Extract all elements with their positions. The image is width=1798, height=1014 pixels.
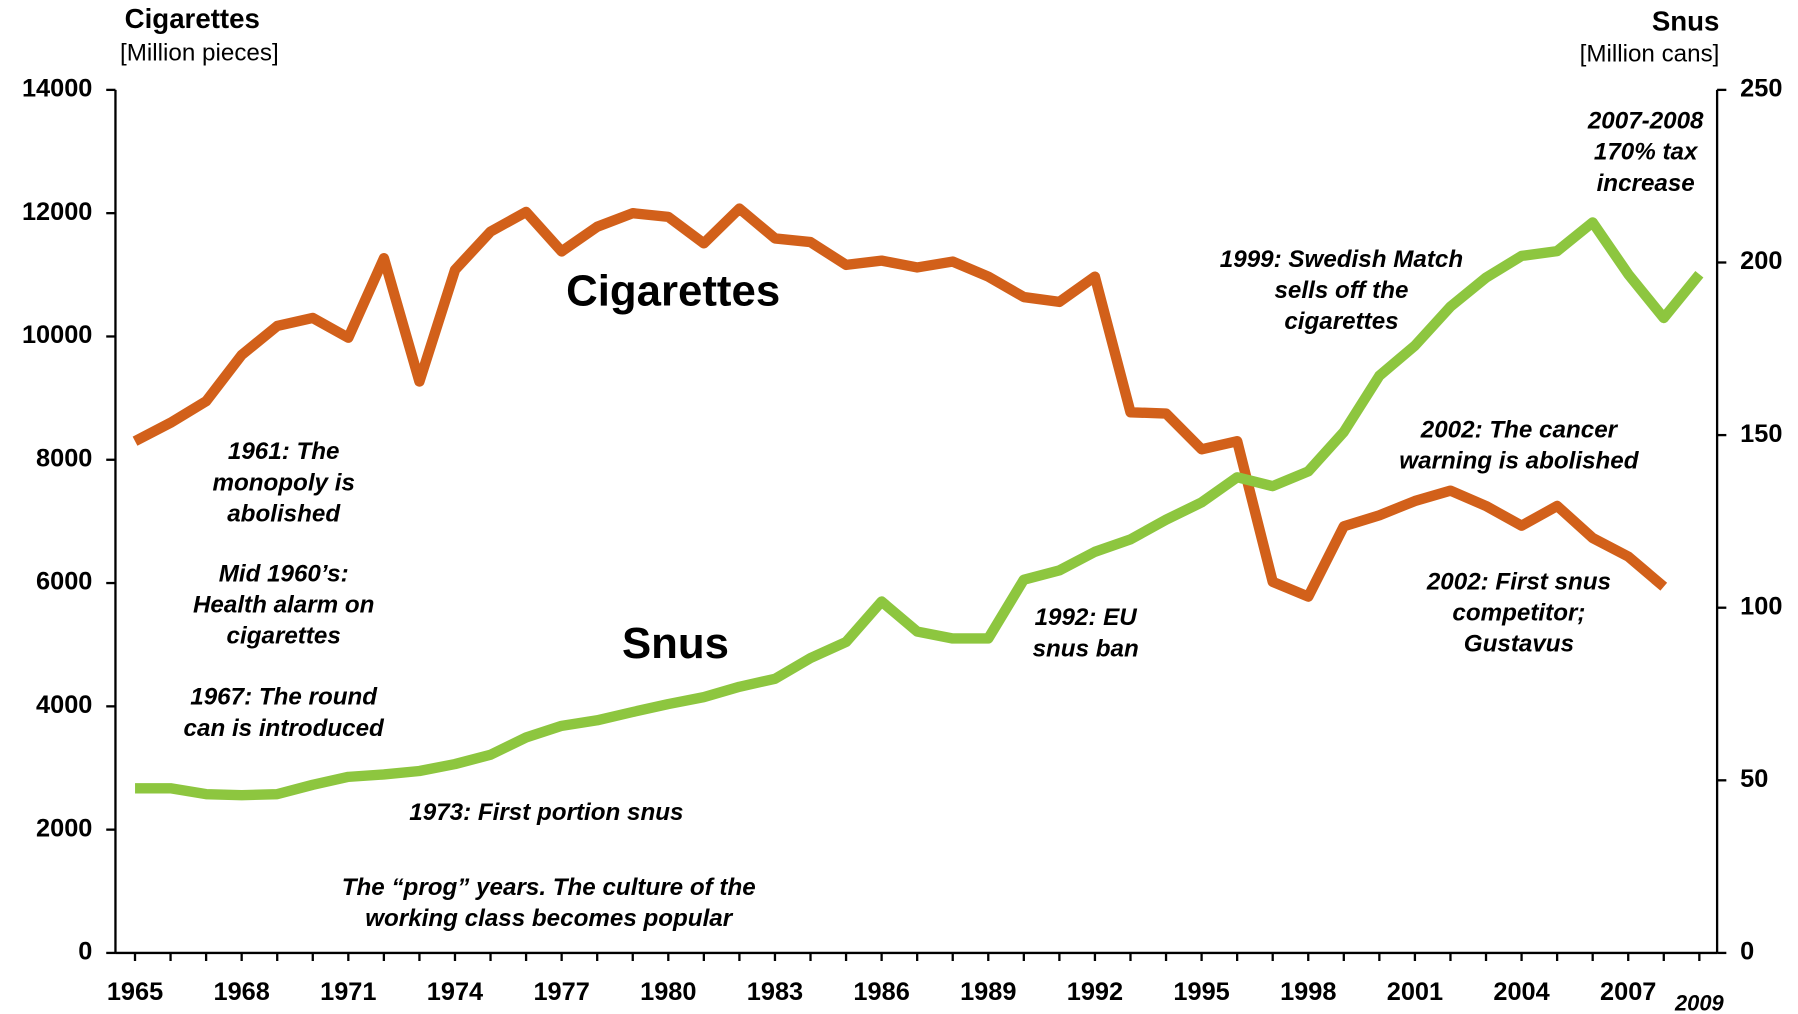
annotation: 1973: First portion snus <box>409 799 683 826</box>
x-tick-label: 1974 <box>427 978 483 1006</box>
x-tick-label: 1998 <box>1280 978 1336 1006</box>
y2-axis-subtitle: [Million cans] <box>1580 41 1720 68</box>
annotation: 1961: The monopoly is abolished <box>212 438 354 527</box>
x-tick-label: 1968 <box>213 978 269 1006</box>
annotation: The “prog” years. The culture of the work… <box>342 874 756 932</box>
x-tick-label: 2004 <box>1493 978 1549 1006</box>
x-tick-label: 1965 <box>107 978 163 1006</box>
annotation: 2002: The cancer warning is abolished <box>1399 416 1639 474</box>
annotation-line: working class becomes popular <box>365 905 734 932</box>
annotation-line: 170% tax <box>1594 139 1699 166</box>
annotation-line: 2002: The cancer <box>1420 416 1619 443</box>
annotation: 2007-2008 170% tax increase <box>1587 108 1704 197</box>
annotation-line: Gustavus <box>1464 631 1574 658</box>
annotation-line: The “prog” years. The culture of the <box>342 874 756 901</box>
annotation-line: Health alarm on <box>193 591 374 618</box>
x-tick-label: 1989 <box>960 978 1016 1006</box>
annotation-line: warning is abolished <box>1399 447 1639 474</box>
x-tick-label: 2001 <box>1387 978 1443 1006</box>
annotation-line: 1999: Swedish Match <box>1220 246 1463 273</box>
annotation: Mid 1960’s: Health alarm on cigarettes <box>193 560 374 649</box>
x-tick-label: 2009 <box>1674 991 1724 1014</box>
annotation-line: 1967: The round <box>190 684 378 711</box>
y-tick-label: 12000 <box>22 198 92 226</box>
annotation-line: 1973: First portion snus <box>409 799 683 826</box>
x-tick-label: 1971 <box>320 978 376 1006</box>
y-tick-label: 4000 <box>36 691 92 719</box>
y2-tick-label: 0 <box>1740 938 1754 966</box>
annotation-line: 1961: The <box>228 438 340 465</box>
y-axis-subtitle: [Million pieces] <box>120 40 279 67</box>
x-tick-label: 1992 <box>1067 978 1123 1006</box>
y2-tick-label: 150 <box>1740 420 1782 448</box>
annotation: 1992: EU snus ban <box>1033 604 1139 662</box>
annotation-line: sells off the <box>1274 277 1408 304</box>
annotation-line: 2002: First snus <box>1426 568 1611 595</box>
annotation: 1999: Swedish Match sells off the cigarett… <box>1220 246 1463 335</box>
x-tick-label: 1977 <box>533 978 589 1006</box>
annotation-line: monopoly is <box>212 469 354 496</box>
y-axis-title: Cigarettes <box>125 3 260 34</box>
annotation-line: can is introduced <box>184 715 385 742</box>
y-tick-label: 14000 <box>22 75 92 103</box>
y-tick-label: 10000 <box>22 321 92 349</box>
series-label: Snus <box>622 619 729 668</box>
annotation-line: increase <box>1597 170 1695 197</box>
series-line <box>132 203 1668 602</box>
annotation-line: Mid 1960’s: <box>219 560 349 587</box>
annotation-line: cigarettes <box>1284 308 1398 335</box>
annotation-line: 2007-2008 <box>1587 108 1704 135</box>
y2-tick-label: 250 <box>1740 75 1782 103</box>
y2-axis-title: Snus <box>1652 5 1720 36</box>
y-tick-label: 8000 <box>36 444 92 472</box>
annotation-line: cigarettes <box>227 623 341 650</box>
series-label: Cigarettes <box>566 266 780 315</box>
y-tick-label: 2000 <box>36 814 92 842</box>
y2-tick-label: 100 <box>1740 592 1782 620</box>
y2-tick-label: 200 <box>1740 247 1782 275</box>
x-tick-label: 1983 <box>747 978 803 1006</box>
annotation-line: snus ban <box>1033 635 1139 662</box>
series-line <box>135 217 1704 801</box>
y-tick-label: 6000 <box>36 568 92 596</box>
y2-tick-label: 50 <box>1740 765 1768 793</box>
x-tick-label: 1986 <box>853 978 909 1006</box>
annotation-line: competitor; <box>1452 600 1585 627</box>
x-tick-label: 1980 <box>640 978 696 1006</box>
annotation-line: 1992: EU <box>1035 604 1138 631</box>
annotation: 1967: The round can is introduced <box>184 684 385 742</box>
y-tick-label: 0 <box>78 938 92 966</box>
annotation-line: abolished <box>227 500 341 527</box>
annotation: 2002: First snus competitor; Gustavus <box>1426 568 1611 657</box>
x-tick-label: 1995 <box>1173 978 1229 1006</box>
x-tick-label: 2007 <box>1600 978 1656 1006</box>
